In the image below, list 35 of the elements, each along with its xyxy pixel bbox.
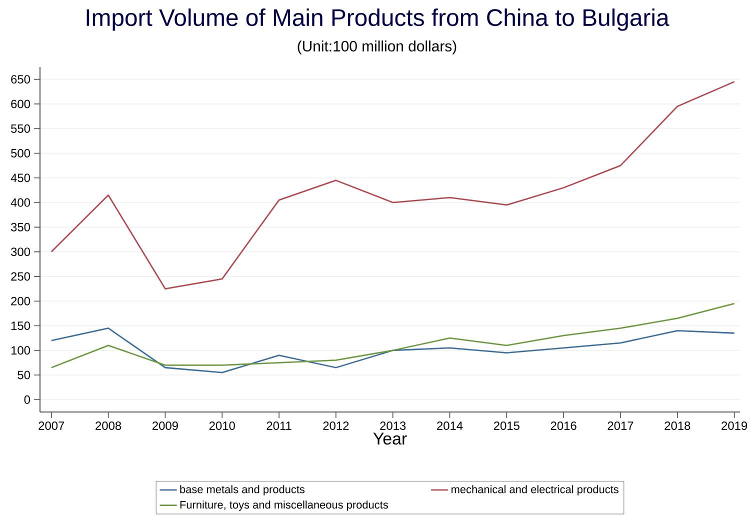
- y-tick-label: 300: [10, 248, 30, 256]
- x-tick-label: 2011: [266, 422, 292, 430]
- x-tick-label: 2009: [152, 422, 178, 430]
- x-tick-label: 2008: [96, 422, 122, 430]
- x-tick-label: 2018: [664, 422, 690, 430]
- legend-label: base metals and products: [180, 485, 305, 496]
- x-tick-label: 2016: [550, 422, 576, 430]
- x-tick-label: 2014: [437, 422, 463, 430]
- x-tick-label: 2010: [209, 422, 235, 430]
- y-tick-label: 250: [11, 272, 30, 281]
- line-series: [50, 328, 736, 374]
- chart-title: Import Volume of Main Products from China to Bulgaria: [86, 8, 670, 31]
- x-tick-label: 2012: [323, 422, 349, 430]
- y-tick-label: 600: [11, 100, 30, 108]
- y-tick-label: 350: [10, 222, 30, 232]
- y-tick-label: 150: [11, 322, 30, 330]
- y-tick-label: 400: [10, 198, 30, 207]
- x-tick-label: 2007: [38, 422, 64, 430]
- chart-subtitle: (Unit:100 million dollars): [298, 40, 456, 54]
- y-tick-label: 0: [24, 395, 30, 404]
- y-tick-label: 200: [11, 296, 30, 306]
- y-tick-label: 450: [10, 174, 30, 182]
- x-tick-label: 2019: [722, 422, 748, 430]
- legend-label: Furniture, toys and miscellaneous products: [180, 500, 388, 511]
- x-tick-label: 2013: [380, 422, 406, 430]
- y-tick-label: 100: [11, 346, 30, 355]
- legend-label: mechanical and electrical products: [452, 485, 618, 496]
- y-tick-label: 650: [11, 75, 30, 84]
- x-tick-label: 2017: [608, 422, 634, 430]
- y-tick-label: 500: [11, 149, 30, 158]
- y-tick-label: 550: [11, 124, 30, 133]
- y-tick-label: 50: [18, 370, 30, 380]
- x-tick-label: 2015: [494, 422, 520, 430]
- x-axis-title: Year: [373, 432, 407, 445]
- line-series: [50, 81, 736, 290]
